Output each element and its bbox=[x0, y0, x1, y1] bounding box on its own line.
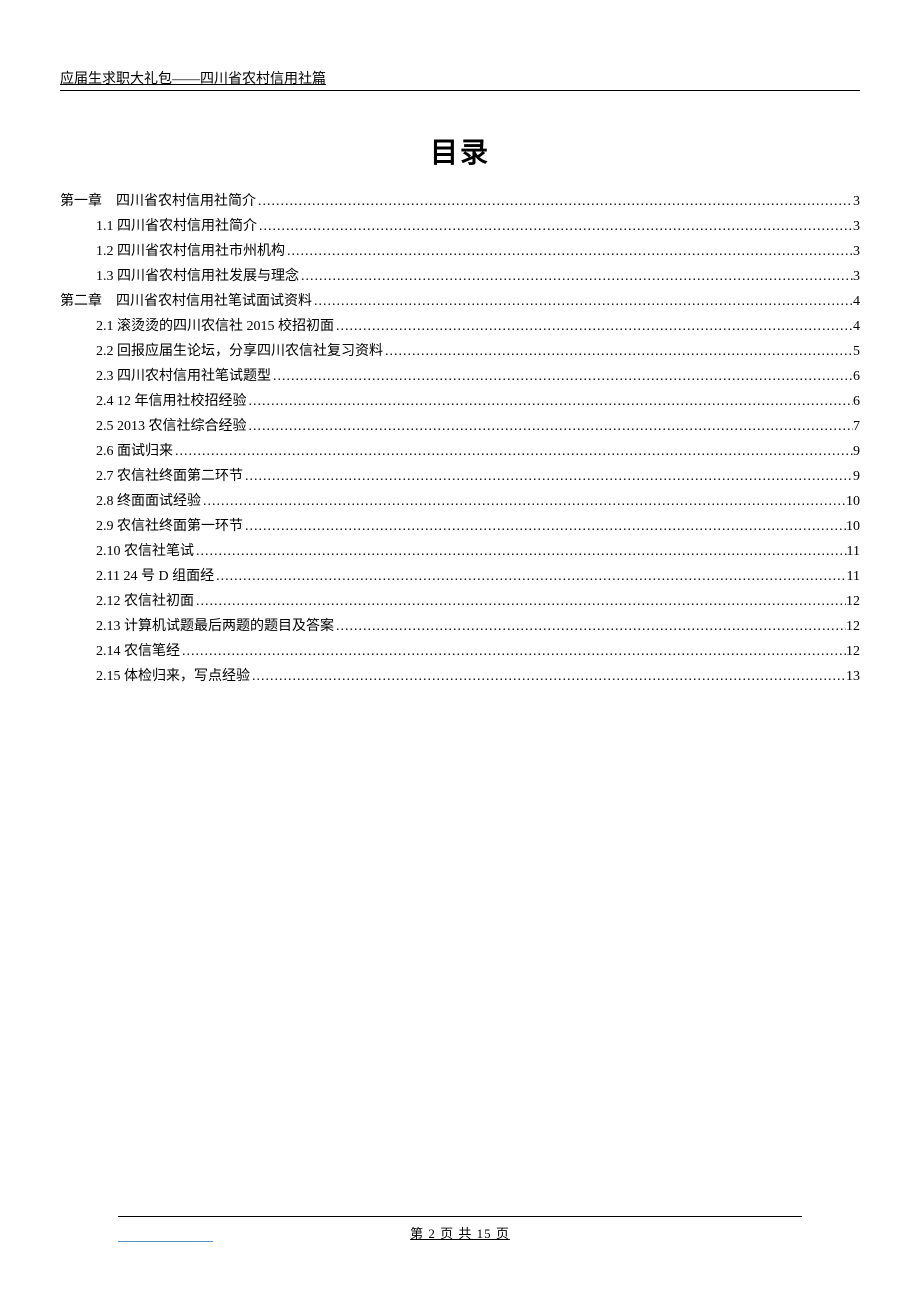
toc-entry-page: 3 bbox=[853, 239, 860, 264]
toc-entry-label: 2.13 计算机试题最后两题的题目及答案 bbox=[96, 614, 334, 639]
footer-page-number: 第 2 页 共 15 页 bbox=[118, 1217, 802, 1242]
toc-entry-page: 4 bbox=[853, 289, 860, 314]
toc-leader-dots bbox=[271, 364, 853, 389]
toc-leader-dots bbox=[383, 339, 853, 364]
toc-entry-label: 2.7 农信社终面第二环节 bbox=[96, 464, 243, 489]
toc-entry[interactable]: 2.6 面试归来 9 bbox=[60, 439, 860, 464]
toc-entry-page: 6 bbox=[853, 389, 860, 414]
toc-entry-page: 11 bbox=[847, 564, 860, 589]
toc-entry-page: 3 bbox=[853, 214, 860, 239]
toc-entry-page: 3 bbox=[853, 189, 860, 214]
toc-entry[interactable]: 2.14 农信笔经 12 bbox=[60, 639, 860, 664]
toc-leader-dots bbox=[194, 539, 847, 564]
toc-entry-page: 12 bbox=[846, 639, 860, 664]
footer-accent-line bbox=[118, 1241, 213, 1242]
toc-entry-label: 1.1 四川省农村信用社简介 bbox=[96, 214, 257, 239]
toc-entry-label: 2.11 24 号 D 组面经 bbox=[96, 564, 214, 589]
toc-entry[interactable]: 2.11 24 号 D 组面经 11 bbox=[60, 564, 860, 589]
toc-leader-dots bbox=[201, 489, 846, 514]
toc-entry[interactable]: 2.1 滚烫烫的四川农信社 2015 校招初面 4 bbox=[60, 314, 860, 339]
toc-entry[interactable]: 2.13 计算机试题最后两题的题目及答案 12 bbox=[60, 614, 860, 639]
toc-entry[interactable]: 2.5 2013 农信社综合经验 7 bbox=[60, 414, 860, 439]
toc-entry-label: 2.3 四川农村信用社笔试题型 bbox=[96, 364, 271, 389]
toc-entry[interactable]: 2.9 农信社终面第一环节 10 bbox=[60, 514, 860, 539]
toc-entry-label: 2.6 面试归来 bbox=[96, 439, 173, 464]
toc-entry-page: 10 bbox=[846, 489, 860, 514]
toc-entry[interactable]: 第二章 四川省农村信用社笔试面试资料 4 bbox=[60, 289, 860, 314]
toc-leader-dots bbox=[299, 264, 853, 289]
toc-entry-label: 2.14 农信笔经 bbox=[96, 639, 180, 664]
toc-entry[interactable]: 2.15 体检归来，写点经验 13 bbox=[60, 664, 860, 689]
toc-leader-dots bbox=[312, 289, 853, 314]
toc-leader-dots bbox=[247, 389, 854, 414]
page-footer: 第 2 页 共 15 页 bbox=[118, 1216, 802, 1242]
toc-entry-label: 第二章 四川省农村信用社笔试面试资料 bbox=[60, 289, 312, 314]
toc-leader-dots bbox=[180, 639, 846, 664]
page-header: 应届生求职大礼包——四川省农村信用社篇 bbox=[60, 68, 860, 91]
toc-leader-dots bbox=[243, 464, 853, 489]
toc-entry-page: 11 bbox=[847, 539, 860, 564]
toc-entry-page: 6 bbox=[853, 364, 860, 389]
toc-entry-label: 2.8 终面面试经验 bbox=[96, 489, 201, 514]
toc-entry[interactable]: 2.7 农信社终面第二环节 9 bbox=[60, 464, 860, 489]
toc-leader-dots bbox=[257, 214, 853, 239]
toc-entry-label: 2.1 滚烫烫的四川农信社 2015 校招初面 bbox=[96, 314, 334, 339]
toc-entry-page: 7 bbox=[853, 414, 860, 439]
toc-entry-page: 10 bbox=[846, 514, 860, 539]
toc-entry[interactable]: 2.8 终面面试经验 10 bbox=[60, 489, 860, 514]
toc-leader-dots bbox=[334, 314, 853, 339]
toc-entry-page: 3 bbox=[853, 264, 860, 289]
toc-entry-label: 2.4 12 年信用社校招经验 bbox=[96, 389, 247, 414]
table-of-contents: 第一章 四川省农村信用社简介31.1 四川省农村信用社简介31.2 四川省农村信… bbox=[60, 189, 860, 689]
toc-title: 目录 bbox=[60, 131, 860, 171]
toc-entry-label: 2.5 2013 农信社综合经验 bbox=[96, 414, 247, 439]
toc-leader-dots bbox=[194, 589, 846, 614]
toc-entry-page: 4 bbox=[853, 314, 860, 339]
toc-entry-page: 9 bbox=[853, 439, 860, 464]
toc-entry-page: 12 bbox=[846, 589, 860, 614]
header-text: 应届生求职大礼包——四川省农村信用社篇 bbox=[60, 72, 326, 87]
toc-entry[interactable]: 2.3 四川农村信用社笔试题型 6 bbox=[60, 364, 860, 389]
toc-entry-label: 2.15 体检归来，写点经验 bbox=[96, 664, 250, 689]
toc-leader-dots bbox=[334, 614, 846, 639]
toc-leader-dots bbox=[173, 439, 853, 464]
toc-leader-dots bbox=[214, 564, 846, 589]
toc-entry-label: 2.10 农信社笔试 bbox=[96, 539, 194, 564]
toc-entry[interactable]: 1.1 四川省农村信用社简介 3 bbox=[60, 214, 860, 239]
toc-entry-label: 2.12 农信社初面 bbox=[96, 589, 194, 614]
toc-leader-dots bbox=[247, 414, 854, 439]
toc-entry-page: 9 bbox=[853, 464, 860, 489]
toc-entry-label: 2.9 农信社终面第一环节 bbox=[96, 514, 243, 539]
toc-entry[interactable]: 第一章 四川省农村信用社简介 3 bbox=[60, 189, 860, 214]
toc-entry-page: 13 bbox=[846, 664, 860, 689]
toc-entry[interactable]: 1.2 四川省农村信用社市州机构 3 bbox=[60, 239, 860, 264]
toc-entry[interactable]: 1.3 四川省农村信用社发展与理念 3 bbox=[60, 264, 860, 289]
toc-leader-dots bbox=[256, 189, 853, 214]
toc-leader-dots bbox=[250, 664, 846, 689]
toc-entry[interactable]: 2.12 农信社初面 12 bbox=[60, 589, 860, 614]
toc-leader-dots bbox=[285, 239, 853, 264]
toc-entry-page: 5 bbox=[853, 339, 860, 364]
toc-entry-label: 2.2 回报应届生论坛，分享四川农信社复习资料 bbox=[96, 339, 383, 364]
toc-entry[interactable]: 2.4 12 年信用社校招经验 6 bbox=[60, 389, 860, 414]
toc-leader-dots bbox=[243, 514, 846, 539]
toc-entry-label: 1.3 四川省农村信用社发展与理念 bbox=[96, 264, 299, 289]
toc-entry-label: 1.2 四川省农村信用社市州机构 bbox=[96, 239, 285, 264]
toc-entry-page: 12 bbox=[846, 614, 860, 639]
toc-entry[interactable]: 2.2 回报应届生论坛，分享四川农信社复习资料 5 bbox=[60, 339, 860, 364]
toc-entry-label: 第一章 四川省农村信用社简介 bbox=[60, 189, 256, 214]
toc-entry[interactable]: 2.10 农信社笔试 11 bbox=[60, 539, 860, 564]
